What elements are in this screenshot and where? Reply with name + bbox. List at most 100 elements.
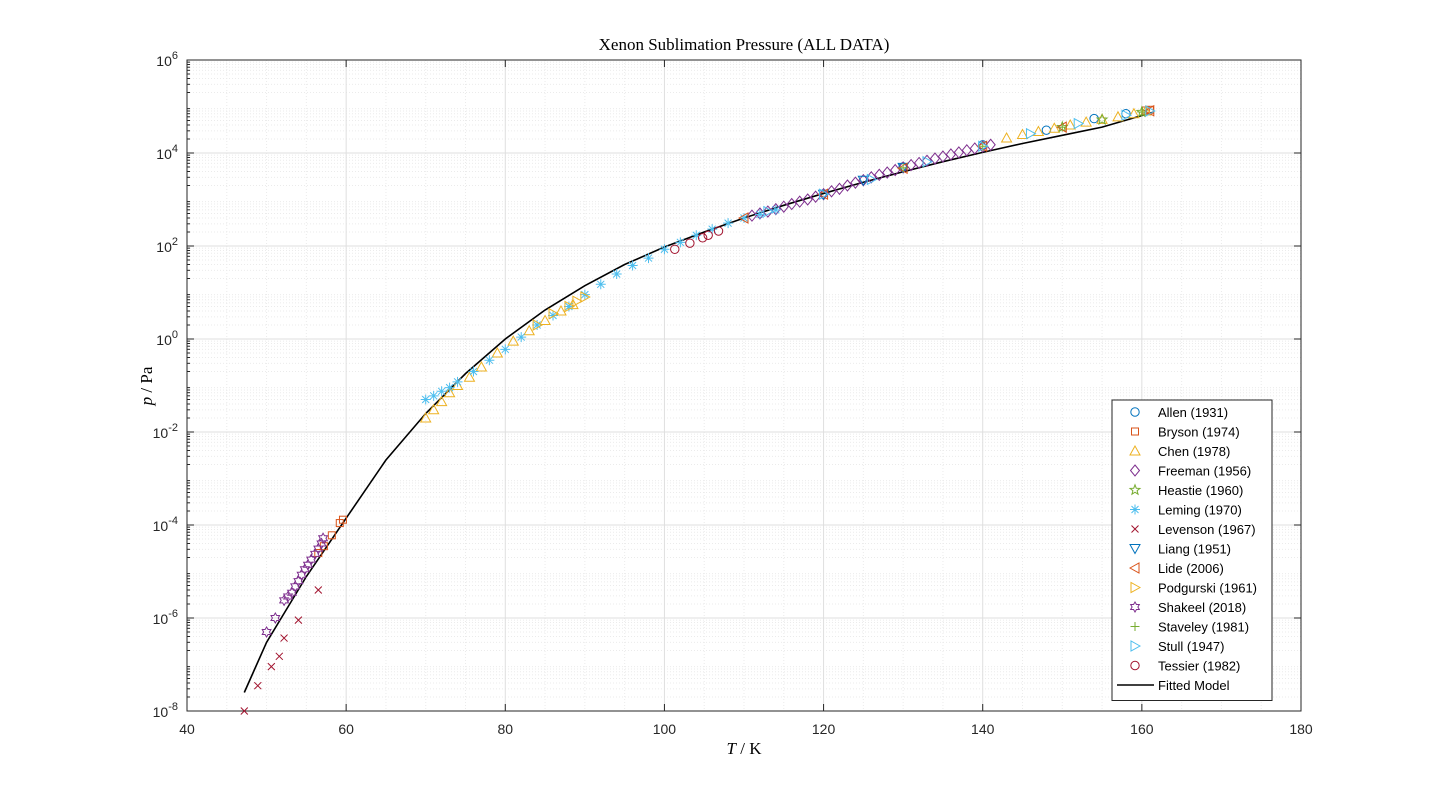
data-point xyxy=(427,403,440,415)
data-point xyxy=(1095,113,1109,126)
series-2 xyxy=(419,104,1152,423)
data-point xyxy=(882,166,893,179)
data-point xyxy=(778,200,789,213)
data-point xyxy=(317,532,329,545)
data-point xyxy=(770,204,781,215)
data-point xyxy=(857,175,870,187)
data-point xyxy=(985,138,996,152)
data-point xyxy=(253,681,262,690)
data-point xyxy=(670,244,680,254)
data-point xyxy=(532,319,544,331)
series-5 xyxy=(420,204,781,405)
legend-label: Leming (1970) xyxy=(1158,503,1242,518)
y-tick-base: 10 xyxy=(156,53,172,69)
y-axis-label: p / Pa xyxy=(137,366,156,406)
x-tick-label: 80 xyxy=(497,721,513,737)
data-point xyxy=(1145,105,1156,117)
y-tick-exponent: 6 xyxy=(172,50,178,62)
y-tick-base: 10 xyxy=(153,425,169,441)
data-point xyxy=(746,209,758,222)
y-tick-label: 10-2 xyxy=(153,422,178,441)
data-point xyxy=(737,212,749,224)
data-point xyxy=(850,176,861,189)
data-point xyxy=(444,382,455,393)
data-point xyxy=(703,230,713,240)
legend-box xyxy=(1111,399,1273,701)
data-point xyxy=(420,394,431,405)
legend-marker xyxy=(1128,483,1142,496)
data-point xyxy=(786,197,797,211)
data-point xyxy=(1000,131,1013,143)
data-point xyxy=(428,390,439,401)
data-point xyxy=(580,291,591,303)
data-point xyxy=(452,376,463,387)
series-11 xyxy=(898,107,1147,173)
data-point xyxy=(697,233,708,243)
data-point xyxy=(810,190,821,203)
data-point xyxy=(794,195,805,208)
y-tick-label: 106 xyxy=(156,50,178,69)
data-point xyxy=(675,237,686,248)
series-12 xyxy=(763,105,1156,218)
legend-label: Stull (1947) xyxy=(1158,639,1224,654)
data-point xyxy=(564,300,575,313)
data-point xyxy=(275,652,284,661)
data-markers xyxy=(240,104,1156,715)
data-point xyxy=(548,307,560,320)
y-axis-unit: Pa xyxy=(137,366,156,383)
legend-marker xyxy=(1131,427,1139,436)
fitted-model-layer xyxy=(243,111,1154,693)
data-point xyxy=(802,193,813,206)
x-tick-label: 60 xyxy=(338,721,354,737)
data-point xyxy=(913,156,925,170)
x-tick-label: 120 xyxy=(812,721,836,737)
y-tick-base: 10 xyxy=(153,611,169,627)
legend-label: Chen (1978) xyxy=(1158,444,1230,459)
data-point xyxy=(819,188,830,201)
data-point xyxy=(1032,125,1045,136)
y-tick-exponent: 4 xyxy=(172,143,178,155)
data-point xyxy=(921,154,933,168)
legend-marker xyxy=(1129,444,1141,456)
data-point xyxy=(659,244,670,255)
data-point xyxy=(280,634,288,642)
y-tick-base: 10 xyxy=(156,239,172,255)
y-tick-label: 10-4 xyxy=(153,515,178,534)
data-point xyxy=(500,344,511,355)
data-point xyxy=(713,226,724,236)
data-point xyxy=(1073,117,1085,130)
data-point xyxy=(548,310,559,321)
data-point xyxy=(834,182,845,196)
data-point xyxy=(611,268,622,279)
legend-label: Podgurski (1961) xyxy=(1158,581,1257,596)
data-point xyxy=(1112,110,1124,122)
legend-marker xyxy=(1130,581,1142,594)
legend-marker xyxy=(1129,601,1141,613)
data-point xyxy=(1080,116,1093,127)
x-axis-unit: K xyxy=(749,739,762,758)
y-tick-base: 10 xyxy=(153,704,169,720)
data-point xyxy=(595,279,606,290)
data-point xyxy=(327,531,336,540)
data-point xyxy=(305,553,317,566)
data-point xyxy=(555,304,567,316)
x-tick-label: 100 xyxy=(653,721,677,737)
data-point xyxy=(270,612,281,624)
y-tick-label: 10-8 xyxy=(153,701,178,720)
series-10 xyxy=(261,532,329,638)
data-point xyxy=(1016,128,1029,139)
data-point xyxy=(627,260,638,271)
data-point xyxy=(563,301,574,312)
x-tick-label: 180 xyxy=(1289,721,1313,737)
x-axis-separator: / xyxy=(736,739,749,758)
legend-label: Heastie (1960) xyxy=(1158,483,1243,498)
data-point xyxy=(314,586,323,594)
data-point xyxy=(739,213,749,224)
y-tick-exponent: -8 xyxy=(168,701,178,713)
data-point xyxy=(523,324,536,336)
legend-marker xyxy=(1131,525,1139,533)
data-point xyxy=(1057,122,1067,132)
data-point xyxy=(763,205,774,218)
series-6 xyxy=(240,586,323,715)
y-tick-label: 104 xyxy=(156,143,178,162)
